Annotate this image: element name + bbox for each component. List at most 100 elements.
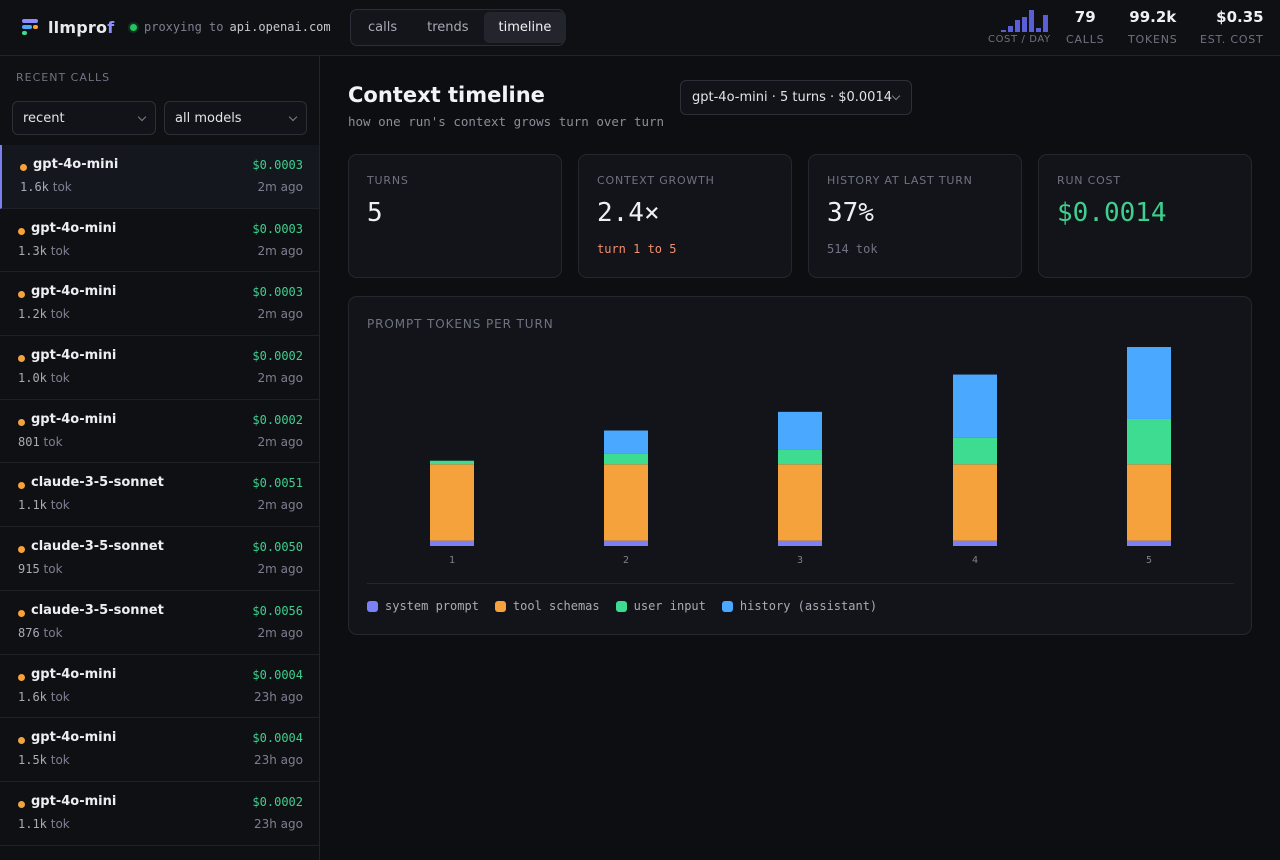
call-list: gpt-4o-mini $0.0003 1.6k tok 2m ago gpt-4o-m… bbox=[0, 145, 319, 846]
provider-dot-icon bbox=[18, 800, 25, 808]
provider-dot-icon bbox=[18, 546, 25, 554]
call-model: gpt-4o-mini bbox=[33, 157, 119, 172]
chevron-down-icon bbox=[137, 112, 147, 121]
call-cost: $0.0002 bbox=[252, 349, 303, 364]
chart-divider bbox=[367, 583, 1234, 584]
bar-segment-history[interactable] bbox=[604, 430, 648, 454]
sidebar: RECENT CALLS recent all models gpt-4o-mi… bbox=[0, 56, 320, 860]
call-list-item[interactable]: gpt-4o-mini $0.0003 1.3k tok 2m ago bbox=[0, 209, 319, 273]
call-list-item[interactable]: gpt-4o-mini $0.0002 1.0k tok 2m ago bbox=[0, 336, 319, 400]
call-cost: $0.0056 bbox=[252, 603, 303, 618]
bar-segment-tool[interactable] bbox=[430, 464, 474, 541]
call-token-unit: tok bbox=[50, 371, 70, 386]
est-cost-stat-label: EST. COST bbox=[1200, 33, 1264, 46]
bar-segment-tool[interactable] bbox=[1127, 464, 1171, 541]
call-cost: $0.0051 bbox=[252, 476, 303, 491]
call-list-item[interactable]: gpt-4o-mini $0.0002 1.1k tok 23h ago bbox=[0, 782, 319, 846]
call-list-item[interactable]: gpt-4o-mini $0.0002 801 tok 2m ago bbox=[0, 400, 319, 464]
call-cost: $0.0002 bbox=[252, 412, 303, 427]
bar-segment-system[interactable] bbox=[1127, 540, 1171, 546]
status-dot-icon bbox=[130, 23, 137, 31]
cost-per-day-bar bbox=[1001, 30, 1006, 32]
call-model: claude-3-5-sonnet bbox=[31, 475, 164, 491]
legend-item: user input bbox=[615, 599, 706, 613]
prompt-tokens-chart-card: PROMPT TOKENS PER TURN 1 2 3 4 5 system prom… bbox=[348, 296, 1252, 635]
calls-stat-value: 79 bbox=[1074, 8, 1096, 26]
brand-accent: f bbox=[107, 18, 115, 37]
bar-segment-user[interactable] bbox=[604, 453, 648, 465]
turns-card: TURNS 5 bbox=[348, 154, 562, 278]
x-tick-label: 4 bbox=[972, 555, 978, 566]
sort-select-value: recent bbox=[23, 110, 65, 126]
context-growth-label: CONTEXT GROWTH bbox=[597, 174, 715, 187]
call-list-item[interactable]: gpt-4o-mini $0.0004 1.5k tok 23h ago bbox=[0, 718, 319, 782]
proxy-label: proxying to bbox=[144, 20, 224, 34]
call-model: gpt-4o-mini bbox=[31, 284, 117, 300]
call-tokens: 1.1k bbox=[18, 498, 47, 513]
bar-segment-user[interactable] bbox=[953, 437, 997, 465]
tokens-stat-value: 99.2k bbox=[1129, 8, 1177, 26]
call-tokens: 1.5k bbox=[18, 753, 47, 768]
sort-select[interactable]: recent bbox=[12, 101, 156, 135]
call-list-item[interactable]: claude-3-5-sonnet $0.0056 876 tok 2m ago bbox=[0, 591, 319, 655]
call-age: 23h ago bbox=[253, 816, 303, 831]
turns-card-label: TURNS bbox=[367, 174, 409, 187]
chart-title: PROMPT TOKENS PER TURN bbox=[367, 317, 554, 331]
app-brand: llmprof bbox=[48, 18, 114, 37]
call-list-item[interactable]: gpt-4o-mini $0.0003 1.6k tok 2m ago bbox=[0, 145, 319, 209]
call-cost: $0.0003 bbox=[252, 285, 303, 300]
legend-item: system prompt bbox=[367, 599, 479, 613]
call-token-unit: tok bbox=[52, 180, 72, 194]
chart-legend: system prompt tool schemas user input histo… bbox=[367, 599, 893, 613]
call-model: gpt-4o-mini bbox=[31, 348, 117, 364]
call-tokens: 1.6k bbox=[20, 180, 49, 194]
bar-segment-tool[interactable] bbox=[604, 464, 648, 541]
call-list-item[interactable]: claude-3-5-sonnet $0.0050 915 tok 2m ago bbox=[0, 527, 319, 591]
run-cost-value: $0.0014 bbox=[1057, 198, 1167, 228]
context-growth-value: 2.4× bbox=[597, 198, 660, 228]
call-cost: $0.0004 bbox=[252, 667, 303, 682]
bar-segment-user[interactable] bbox=[1127, 418, 1171, 465]
page-title: Context timeline bbox=[348, 83, 545, 107]
bar-segment-system[interactable] bbox=[778, 540, 822, 546]
call-age: 2m ago bbox=[257, 434, 303, 449]
bar-segment-tool[interactable] bbox=[953, 464, 997, 541]
chevron-down-icon bbox=[891, 91, 901, 101]
bar-segment-system[interactable] bbox=[604, 540, 648, 546]
context-growth-sub: turn 1 to 5 bbox=[597, 242, 677, 256]
bar-segment-history[interactable] bbox=[953, 374, 997, 438]
call-token-unit: tok bbox=[50, 498, 70, 513]
call-list-item[interactable]: claude-3-5-sonnet $0.0051 1.1k tok 2m ago bbox=[0, 463, 319, 528]
run-select-value: gpt-4o-mini · 5 turns · $0.0014 bbox=[692, 90, 892, 105]
call-model: gpt-4o-mini bbox=[31, 730, 117, 746]
bar-segment-history[interactable] bbox=[1127, 347, 1171, 419]
tab-calls[interactable]: calls bbox=[368, 20, 398, 35]
call-list-item[interactable]: gpt-4o-mini $0.0003 1.2k tok 2m ago bbox=[0, 272, 319, 337]
provider-dot-icon bbox=[18, 609, 25, 617]
model-filter-select[interactable]: all models bbox=[164, 101, 307, 135]
provider-dot-icon bbox=[18, 291, 25, 299]
bar-segment-tool[interactable] bbox=[778, 464, 822, 541]
prompt-tokens-chart: 1 2 3 4 5 bbox=[430, 347, 1171, 566]
x-tick-label: 5 bbox=[1146, 555, 1152, 566]
bar-segment-system[interactable] bbox=[430, 540, 474, 546]
bar-segment-system[interactable] bbox=[953, 540, 997, 546]
bar-segment-history[interactable] bbox=[778, 411, 822, 450]
tab-timeline[interactable]: timeline bbox=[483, 12, 567, 43]
sidebar-title: RECENT CALLS bbox=[16, 71, 111, 84]
run-cost-card: RUN COST $0.0014 bbox=[1038, 154, 1252, 278]
call-list-item[interactable]: gpt-4o-mini $0.0004 1.6k tok 23h ago bbox=[0, 655, 319, 719]
bar-segment-user[interactable] bbox=[430, 460, 474, 465]
call-cost: $0.0004 bbox=[252, 731, 303, 746]
history-card-sub: 514 tok bbox=[827, 242, 878, 256]
llmprof-logo-icon bbox=[20, 18, 40, 36]
provider-dot-icon bbox=[18, 227, 25, 235]
tab-trends[interactable]: trends bbox=[427, 20, 469, 35]
legend-item: tool schemas bbox=[494, 599, 600, 613]
run-select[interactable]: gpt-4o-mini · 5 turns · $0.0014 bbox=[680, 80, 912, 115]
cost-per-day-bar bbox=[1022, 17, 1027, 32]
cost-per-day-bar bbox=[1015, 20, 1020, 32]
bar-segment-user[interactable] bbox=[778, 449, 822, 465]
call-tokens: 876 bbox=[18, 625, 40, 640]
call-token-unit: tok bbox=[50, 243, 70, 258]
